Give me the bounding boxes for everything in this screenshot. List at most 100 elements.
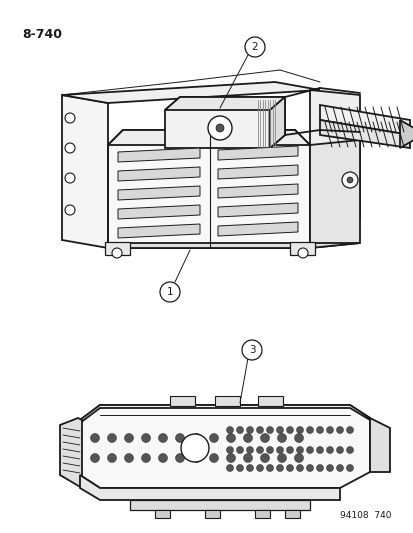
Circle shape	[336, 447, 343, 454]
Circle shape	[243, 433, 252, 442]
Circle shape	[124, 454, 133, 463]
Circle shape	[175, 454, 184, 463]
Polygon shape	[309, 140, 359, 248]
Circle shape	[226, 454, 235, 463]
Circle shape	[107, 433, 116, 442]
Polygon shape	[80, 475, 339, 500]
Circle shape	[316, 464, 323, 472]
Polygon shape	[204, 510, 219, 518]
Polygon shape	[118, 224, 199, 238]
Circle shape	[277, 433, 286, 442]
Text: 94108  740: 94108 740	[339, 511, 391, 520]
Polygon shape	[60, 418, 82, 488]
Circle shape	[65, 113, 75, 123]
Circle shape	[141, 433, 150, 442]
Circle shape	[256, 426, 263, 433]
Circle shape	[288, 227, 304, 243]
Polygon shape	[399, 120, 413, 148]
Polygon shape	[269, 97, 284, 148]
Circle shape	[107, 454, 116, 463]
Circle shape	[175, 433, 184, 442]
Polygon shape	[257, 396, 282, 406]
Polygon shape	[369, 418, 389, 472]
Polygon shape	[130, 500, 309, 510]
Circle shape	[294, 433, 303, 442]
Circle shape	[209, 454, 218, 463]
Circle shape	[346, 464, 353, 472]
Circle shape	[65, 205, 75, 215]
Circle shape	[336, 426, 343, 433]
Circle shape	[266, 464, 273, 472]
Polygon shape	[218, 165, 297, 179]
Polygon shape	[108, 130, 309, 248]
Circle shape	[246, 447, 253, 454]
Circle shape	[306, 464, 313, 472]
Circle shape	[159, 282, 180, 302]
Circle shape	[112, 248, 122, 258]
Circle shape	[226, 447, 233, 454]
Circle shape	[286, 447, 293, 454]
Polygon shape	[62, 82, 319, 103]
Circle shape	[276, 464, 283, 472]
Polygon shape	[105, 242, 130, 255]
Circle shape	[216, 124, 223, 132]
Circle shape	[236, 447, 243, 454]
Polygon shape	[80, 405, 369, 488]
Circle shape	[316, 447, 323, 454]
Circle shape	[90, 433, 99, 442]
Circle shape	[286, 464, 293, 472]
Polygon shape	[165, 97, 284, 148]
Circle shape	[297, 248, 307, 258]
Circle shape	[192, 454, 201, 463]
Circle shape	[266, 426, 273, 433]
Circle shape	[341, 172, 357, 188]
Circle shape	[226, 433, 235, 442]
Polygon shape	[319, 120, 409, 148]
Polygon shape	[118, 205, 199, 219]
Circle shape	[286, 426, 293, 433]
Polygon shape	[80, 405, 369, 423]
Polygon shape	[284, 510, 299, 518]
Circle shape	[306, 426, 313, 433]
Circle shape	[306, 447, 313, 454]
Circle shape	[242, 340, 261, 360]
Polygon shape	[218, 184, 297, 198]
Text: 8-740: 8-740	[22, 28, 62, 41]
Circle shape	[346, 177, 352, 183]
Polygon shape	[218, 222, 297, 236]
Polygon shape	[309, 90, 359, 218]
Circle shape	[236, 426, 243, 433]
Circle shape	[296, 447, 303, 454]
Polygon shape	[218, 146, 297, 160]
Circle shape	[226, 426, 233, 433]
Circle shape	[256, 464, 263, 472]
Circle shape	[114, 227, 130, 243]
Polygon shape	[254, 510, 269, 518]
Circle shape	[346, 426, 353, 433]
Polygon shape	[108, 130, 309, 145]
Circle shape	[260, 433, 269, 442]
Circle shape	[65, 173, 75, 183]
Circle shape	[316, 426, 323, 433]
Polygon shape	[118, 167, 199, 181]
Polygon shape	[62, 95, 108, 248]
Polygon shape	[218, 203, 297, 217]
Circle shape	[209, 433, 218, 442]
Circle shape	[276, 426, 283, 433]
Circle shape	[124, 433, 133, 442]
Circle shape	[296, 426, 303, 433]
Circle shape	[256, 447, 263, 454]
Circle shape	[296, 464, 303, 472]
Polygon shape	[118, 148, 199, 162]
Circle shape	[226, 464, 233, 472]
Circle shape	[326, 426, 333, 433]
Polygon shape	[170, 396, 195, 406]
Circle shape	[294, 454, 303, 463]
Circle shape	[141, 454, 150, 463]
Circle shape	[207, 116, 231, 140]
Polygon shape	[108, 243, 359, 248]
Circle shape	[65, 143, 75, 153]
Circle shape	[277, 454, 286, 463]
Polygon shape	[154, 510, 170, 518]
Circle shape	[326, 447, 333, 454]
